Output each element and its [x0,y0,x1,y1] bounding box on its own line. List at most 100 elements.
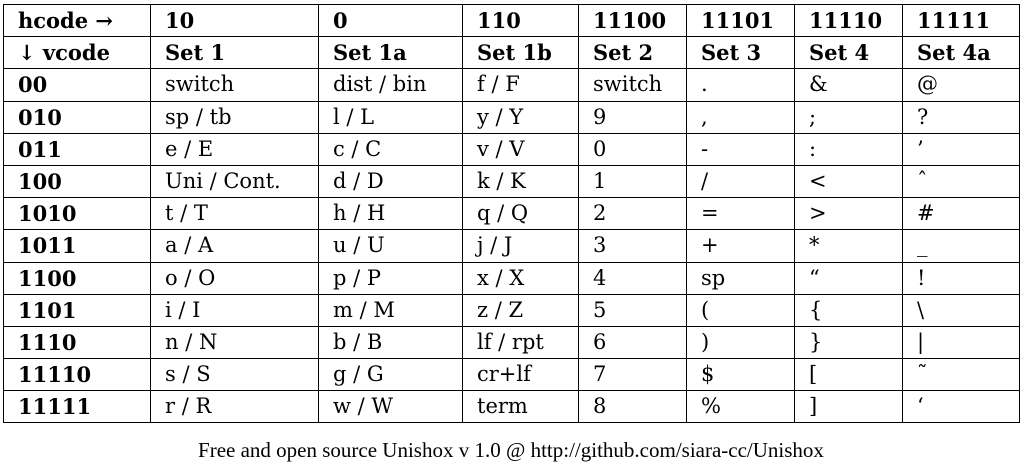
table-cell: y / Y [462,100,579,134]
hcode-header: 11110 [794,3,903,38]
set-header: Set 3 [686,36,795,70]
table-cell: > [794,197,903,231]
table-cell: l / L [318,100,463,134]
table-cell: sp / tb [150,100,319,134]
table-cell: s / S [150,358,319,392]
hcode-header: 11101 [686,3,795,38]
table-cell: lf / rpt [462,325,579,360]
hcode-header: 110 [462,3,579,38]
table-cell: x / X [462,261,579,295]
table-cell: | [902,325,1020,360]
table-cell: * [794,229,903,263]
table-cell: @ [902,68,1020,102]
table-cell: c / C [318,132,463,166]
set-header: Set 2 [578,36,687,70]
table-cell: dist / bin [318,68,463,102]
table-cell: 3 [578,229,687,263]
table-cell: q / Q [462,197,579,231]
table-cell: r / R [150,390,319,424]
table-cell: t / T [150,197,319,231]
vcode-cell: 1010 [3,197,151,231]
table-cell: ! [902,261,1020,295]
table-cell: cr+lf [462,358,579,392]
set-header: Set 1a [318,36,463,70]
table-cell: j / J [462,229,579,263]
table-cell: w / W [318,390,463,424]
table-cell: : [794,132,903,166]
table-cell: o / O [150,261,319,295]
table-cell: $ [686,358,795,392]
table-cell: e / E [150,132,319,166]
table-cell: < [794,164,903,199]
unishox-code-table: hcode → 10 0 110 11100 11101 11110 11111 ↓ vcode… [3,3,1020,424]
table-cell: sp [686,261,795,295]
vcode-cell: 1101 [3,293,151,327]
table-cell: d / D [318,164,463,199]
table-cell: “ [794,261,903,295]
table-cell: 5 [578,293,687,327]
table-cell: 2 [578,197,687,231]
table-cell: ˆ [902,164,1020,199]
hcode-header: 0 [318,3,463,38]
table-cell: 1 [578,164,687,199]
table-cell: , [686,100,795,134]
table-cell: ˜ [902,358,1020,392]
table-cell: ; [794,100,903,134]
corner-vcode-label: ↓ vcode [3,36,151,70]
table-cell: m / M [318,293,463,327]
vcode-cell: 1100 [3,261,151,295]
table-cell: p / P [318,261,463,295]
table-cell: term [462,390,579,424]
table-cell: _ [902,229,1020,263]
table-cell: k / K [462,164,579,199]
table-cell: ( [686,293,795,327]
vcode-cell: 1110 [3,325,151,360]
table-cell: [ [794,358,903,392]
caption: Free and open source Unishox v 1.0 @ htt… [198,438,824,462]
table-cell: v / V [462,132,579,166]
hcode-header: 11111 [902,3,1020,38]
set-header: Set 1b [462,36,579,70]
table-cell: ? [902,100,1020,134]
table-cell: switch [578,68,687,102]
vcode-cell: 00 [3,68,151,102]
table-cell: / [686,164,795,199]
table-cell: } [794,325,903,360]
table-cell: = [686,197,795,231]
table-cell: ] [794,390,903,424]
table-cell: # [902,197,1020,231]
table-cell: switch [150,68,319,102]
table-cell: u / U [318,229,463,263]
hcode-header: 11100 [578,3,687,38]
table-cell: + [686,229,795,263]
table-cell: % [686,390,795,424]
table-cell: Uni / Cont. [150,164,319,199]
table-cell: { [794,293,903,327]
table-cell: & [794,68,903,102]
table-cell: ’ [902,132,1020,166]
hcode-header: 10 [150,3,319,38]
table-cell: 4 [578,261,687,295]
table-cell: 6 [578,325,687,360]
vcode-cell: 011 [3,132,151,166]
vcode-cell: 100 [3,164,151,199]
table-cell: b / B [318,325,463,360]
vcode-cell: 11110 [3,358,151,392]
table-cell: g / G [318,358,463,392]
set-header: Set 4a [902,36,1020,70]
set-header: Set 4 [794,36,903,70]
set-header: Set 1 [150,36,319,70]
table-cell: - [686,132,795,166]
table-cell: i / I [150,293,319,327]
